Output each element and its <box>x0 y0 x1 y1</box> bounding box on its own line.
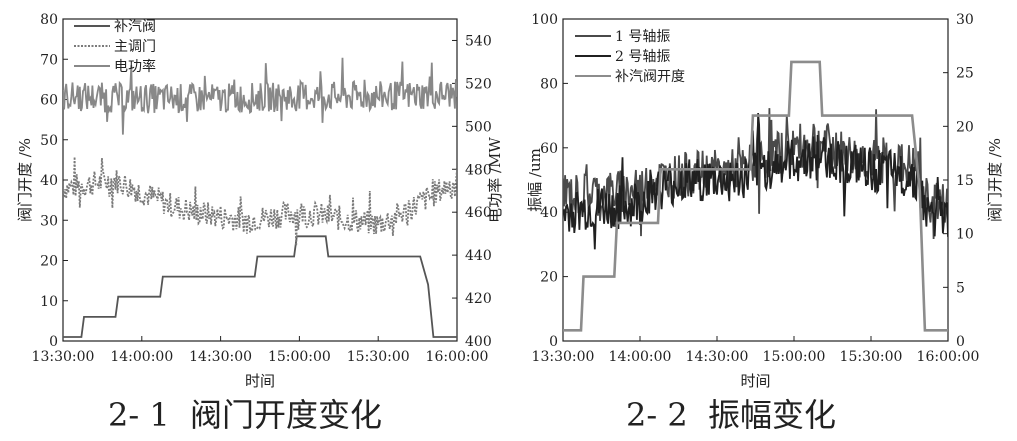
y-tick-label: 60 <box>540 141 558 157</box>
y-tick-label: 0 <box>549 334 558 350</box>
legend-label: 2 号轴振 <box>615 49 670 65</box>
y2-tick-label: 30 <box>956 12 974 28</box>
y2-tick-label: 500 <box>465 119 492 135</box>
series-line-2-1 <box>563 108 948 240</box>
y2-tick-label: 480 <box>465 162 492 178</box>
x-tick-label: 14:30:00 <box>686 349 749 365</box>
y2-axis-label: 电功率 /MW <box>486 137 504 223</box>
figure-canvas: 13:30:00 14:00:00 14:30:00 15:00:00 15:30:00… <box>16 12 1004 390</box>
x-tick-label: 15:30:00 <box>840 349 903 365</box>
x-axis-label: 时间 <box>245 372 275 390</box>
y2-tick-label: 15 <box>956 173 974 189</box>
y2-tick-label: 420 <box>465 291 492 307</box>
y2-tick-label: 20 <box>956 119 974 135</box>
series-line-1-2 <box>63 156 457 246</box>
y-tick-label: 20 <box>40 254 58 270</box>
series-line-1-3 <box>63 57 457 135</box>
y-tick-label: 80 <box>540 76 558 92</box>
y2-tick-label: 10 <box>956 227 974 243</box>
series-line-1-1 <box>63 235 457 338</box>
x-tick-label: 15:30:00 <box>347 349 410 365</box>
y-axis-label: 振幅 /um <box>526 148 544 212</box>
legend-label: 补汽阀开度 <box>615 69 685 85</box>
x-axis-label: 时间 <box>740 372 770 390</box>
x-tick-label: 13:30:00 <box>32 349 95 365</box>
y-tick-label: 70 <box>40 52 58 68</box>
legend-label: 1 号轴振 <box>615 29 670 45</box>
x-tick-label: 14:00:00 <box>110 349 173 365</box>
y2-axis-label: 阀门开度 /% <box>986 138 1004 222</box>
x-tick-label: 14:00:00 <box>609 349 672 365</box>
y-tick-label: 10 <box>40 294 58 310</box>
legend-label: 主调门 <box>114 39 156 55</box>
y2-tick-label: 540 <box>465 33 492 49</box>
x-tick-label: 15:00:00 <box>268 349 331 365</box>
x-tick-label: 13:30:00 <box>532 349 595 365</box>
y-tick-label: 80 <box>40 12 58 28</box>
x-tick-label: 14:30:00 <box>189 349 252 365</box>
legend-label: 电功率 <box>114 58 156 75</box>
y2-tick-label: 400 <box>465 334 492 350</box>
caption-left: 2- 1 阀门开度变化 <box>108 396 383 434</box>
y-tick-label: 30 <box>40 213 58 229</box>
y-tick-label: 40 <box>540 205 558 221</box>
y2-tick-label: 520 <box>465 76 492 92</box>
legend-label: 补汽阀 <box>114 19 156 35</box>
y-tick-label: 60 <box>40 93 58 109</box>
y-tick-label: 40 <box>40 173 58 189</box>
y-tick-label: 20 <box>540 270 558 286</box>
caption-right: 2- 2 振幅变化 <box>626 396 837 434</box>
y2-tick-label: 25 <box>956 66 974 82</box>
series-line-2-3 <box>563 60 948 332</box>
x-tick-label: 15:00:00 <box>763 349 826 365</box>
y-axis-label: 阀门开度 /% <box>16 138 34 222</box>
series-line-2-2 <box>563 113 948 250</box>
y-tick-label: 0 <box>49 334 58 350</box>
y-tick-label: 100 <box>531 12 558 28</box>
x-tick-label: 16:00:00 <box>426 349 489 365</box>
y2-tick-label: 0 <box>956 334 965 350</box>
y2-tick-label: 5 <box>956 280 965 296</box>
y-tick-label: 50 <box>40 133 58 149</box>
x-tick-label: 16:00:00 <box>917 349 980 365</box>
y2-tick-label: 460 <box>465 205 492 221</box>
y2-tick-label: 440 <box>465 248 492 264</box>
